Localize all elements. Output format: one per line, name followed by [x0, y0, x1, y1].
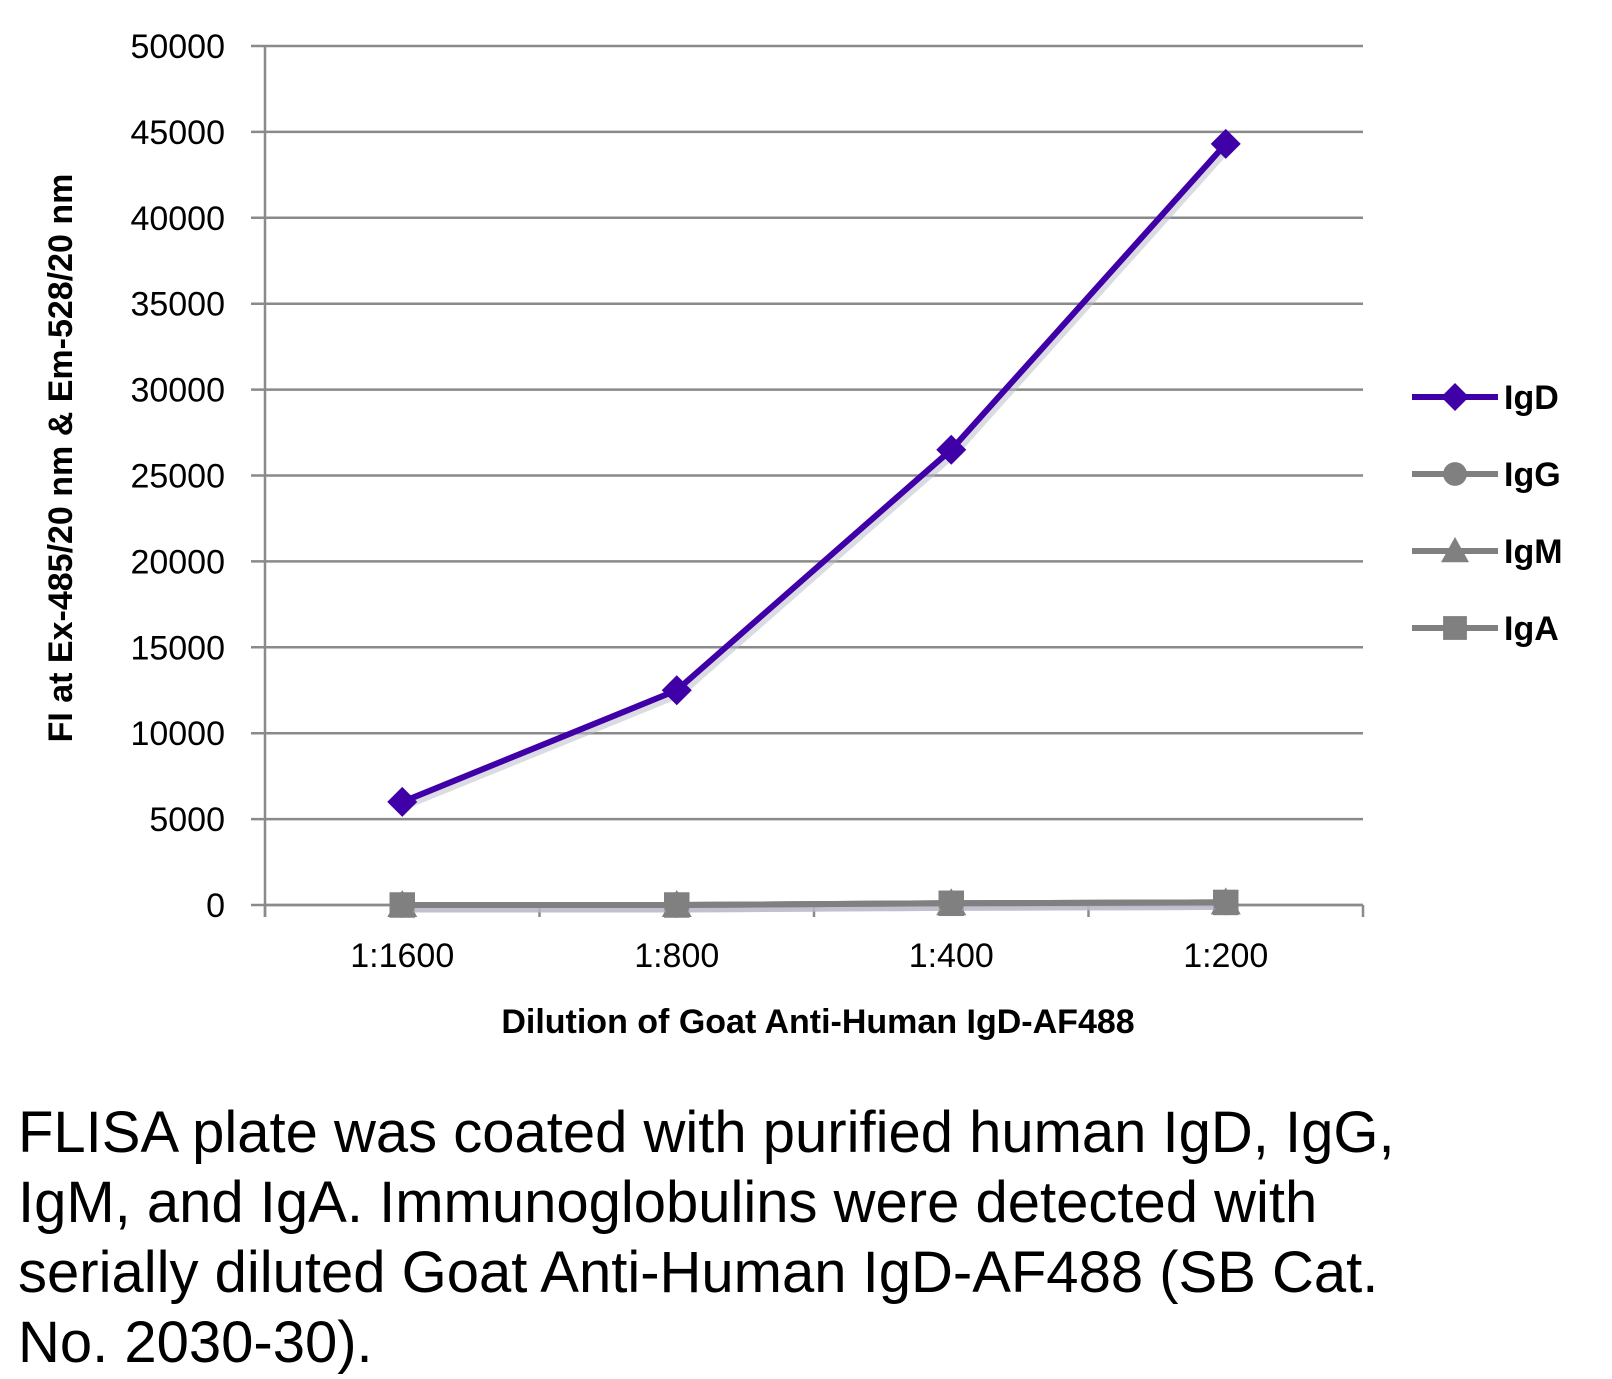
- legend-label: IgA: [1504, 610, 1559, 648]
- legend-item-igd: IgD: [1412, 379, 1559, 417]
- y-tick-label: 5000: [149, 801, 225, 839]
- legend-label: IgM: [1504, 533, 1563, 571]
- x-tick-label: 1:1600: [350, 937, 454, 975]
- legend-label: IgD: [1504, 379, 1559, 417]
- legend-marker: [1443, 462, 1467, 486]
- series-line: [401, 141, 1228, 805]
- legend-marker: [1441, 383, 1469, 411]
- y-tick-label: 30000: [130, 372, 225, 410]
- legend-item-igm: IgM: [1412, 533, 1563, 571]
- series-line-shadow: [405, 902, 1229, 913]
- legend-item-igg: IgG: [1412, 456, 1561, 494]
- y-tick-labels: 0 5000 10000 15000 20000 25000 30000 35000 40000…: [130, 28, 225, 925]
- series: [387, 128, 1241, 918]
- figure-caption: FLISA plate was coated with purified hum…: [18, 1100, 1395, 1375]
- data-point-igg: [1213, 889, 1239, 916]
- data-point-igd: [1210, 128, 1241, 159]
- series-igg: [389, 889, 1239, 918]
- x-tick-label: 1:400: [909, 937, 994, 975]
- x-tick-label: 1:200: [1183, 937, 1268, 975]
- legend-marker: [1443, 616, 1467, 640]
- x-axis-title: Dilution of Goat Anti-Human IgD-AF488: [501, 1003, 1134, 1041]
- y-tick-label: 45000: [130, 114, 225, 152]
- y-tick-label: 50000: [130, 28, 225, 66]
- series-igd: [387, 128, 1241, 817]
- data-point-igg: [389, 892, 415, 918]
- y-tick-label: 20000: [130, 543, 225, 581]
- legend-label: IgG: [1504, 456, 1561, 494]
- data-point-igg: [664, 892, 690, 918]
- y-tick-label: 0: [206, 887, 225, 925]
- data-point-igg: [938, 890, 964, 917]
- y-tick-label: 15000: [130, 629, 225, 667]
- y-tick-label: 10000: [130, 715, 225, 753]
- y-tick-label: 40000: [130, 200, 225, 238]
- chart: 0 5000 10000 15000 20000 25000 30000 35000 40000…: [42, 28, 1563, 1041]
- legend-marker: [1441, 537, 1469, 563]
- x-tick-label: 1:800: [634, 937, 719, 975]
- data-point-igd: [661, 675, 692, 706]
- series-line-shadow: [403, 145, 1232, 810]
- legend-item-iga: IgA: [1412, 610, 1559, 648]
- data-point-igd: [387, 786, 418, 817]
- series-line: [402, 899, 1226, 908]
- x-tick-labels: 1:1600 1:800 1:400 1:200: [350, 937, 1268, 975]
- legend: IgD IgG IgM IgA: [1412, 379, 1563, 648]
- y-axis-title: FI at Ex-485/20 nm & Em-528/20 nm: [42, 174, 80, 743]
- gridlines: [251, 44, 1363, 907]
- y-tick-label: 35000: [130, 286, 225, 324]
- y-tick-label: 25000: [130, 458, 225, 496]
- data-point-igd: [936, 434, 967, 465]
